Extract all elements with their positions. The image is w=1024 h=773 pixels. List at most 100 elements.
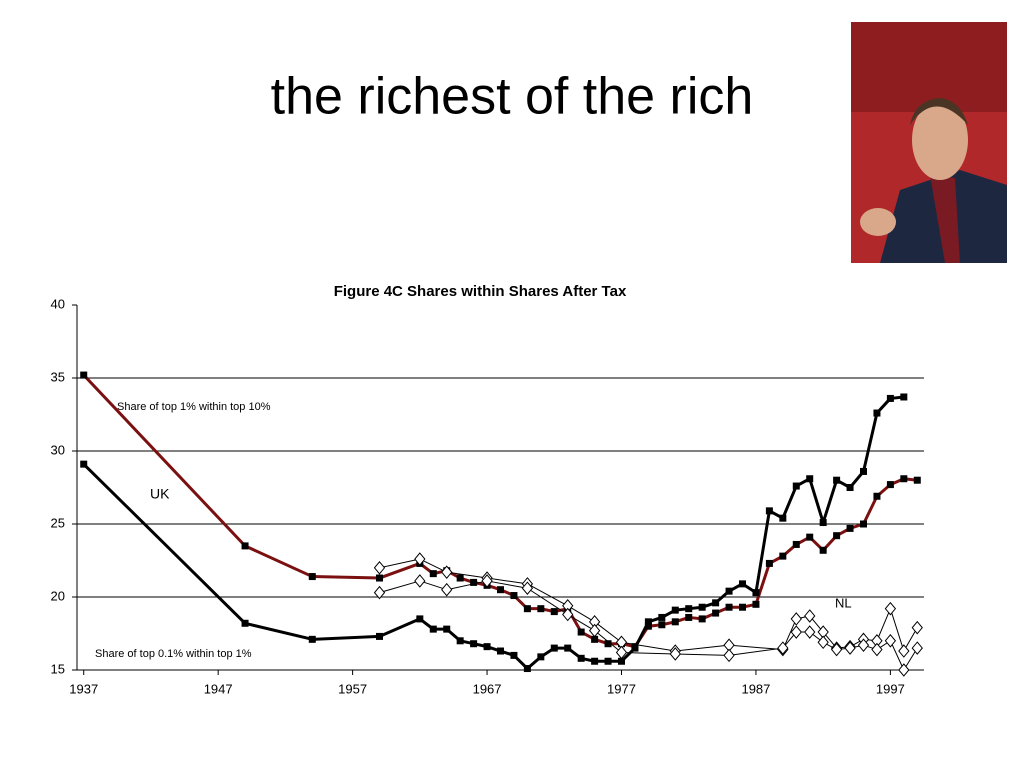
- point: [308, 635, 316, 643]
- point: [765, 559, 773, 567]
- x-tick-label: 1977: [607, 681, 636, 696]
- photo-tie: [930, 175, 960, 263]
- point: [844, 641, 856, 655]
- point: [414, 574, 426, 588]
- point: [857, 638, 870, 652]
- point: [481, 574, 493, 588]
- point: [658, 621, 666, 629]
- point: [685, 605, 693, 613]
- x-tick-label: 1997: [876, 681, 905, 696]
- point: [911, 620, 923, 635]
- y-tick-label: 30: [51, 442, 65, 457]
- point: [510, 592, 518, 600]
- photo: [851, 22, 1007, 263]
- series-line: [82, 395, 904, 671]
- point: [886, 394, 894, 402]
- point: [792, 540, 800, 548]
- point: [752, 600, 760, 608]
- point: [779, 552, 787, 560]
- plot: 15 20 25 30 35 40 1937 1947 1957 1967 1977 1987 1997…: [51, 296, 924, 696]
- point: [631, 644, 639, 652]
- series-line: [82, 374, 918, 649]
- point: [833, 532, 841, 540]
- point: [698, 615, 706, 623]
- point: [537, 653, 545, 661]
- point: [819, 519, 827, 527]
- x-tick-label: 1937: [69, 681, 98, 696]
- point: [873, 492, 881, 500]
- point: [577, 628, 585, 636]
- point: [819, 546, 827, 554]
- point: [911, 641, 923, 655]
- point: [456, 637, 464, 645]
- chart-title: Figure 4C Shares within Shares After Tax: [334, 283, 627, 300]
- point: [644, 618, 652, 626]
- point: [376, 632, 383, 640]
- point: [615, 645, 628, 660]
- annotation: Share of top 1% within top 10%: [117, 401, 271, 413]
- point: [790, 612, 802, 626]
- y-tick-label: 15: [51, 661, 65, 676]
- point: [806, 533, 814, 541]
- point: [898, 644, 910, 658]
- photo-face: [912, 100, 968, 180]
- point: [739, 580, 746, 588]
- point: [591, 635, 599, 643]
- point: [550, 608, 558, 616]
- point: [80, 371, 88, 379]
- point: [80, 460, 88, 468]
- point: [698, 603, 706, 611]
- point: [806, 475, 814, 483]
- point: [739, 603, 746, 611]
- annotation: UK: [150, 486, 170, 502]
- x-tick-label: 1967: [473, 681, 502, 696]
- point: [373, 561, 386, 575]
- point: [604, 657, 612, 665]
- point: [429, 570, 437, 578]
- point: [373, 585, 386, 600]
- point: [510, 651, 518, 659]
- point: [752, 589, 760, 597]
- point: [873, 409, 881, 417]
- point: [671, 618, 679, 626]
- point: [777, 641, 789, 655]
- x-tick-label: 1947: [204, 681, 233, 696]
- point: [414, 552, 426, 566]
- point: [884, 601, 897, 616]
- point: [497, 647, 504, 655]
- point: [456, 574, 464, 582]
- y-tick-label: 25: [51, 515, 65, 530]
- point: [577, 654, 585, 662]
- point: [900, 393, 908, 401]
- point: [441, 582, 453, 597]
- point: [804, 609, 816, 623]
- point: [671, 606, 679, 614]
- point: [860, 467, 867, 475]
- point: [685, 613, 693, 621]
- point: [591, 657, 599, 665]
- point: [846, 484, 854, 491]
- point: [618, 657, 625, 665]
- point: [470, 578, 478, 586]
- point: [723, 648, 735, 663]
- point: [792, 482, 800, 490]
- point: [658, 613, 666, 621]
- point: [833, 476, 841, 484]
- point: [443, 625, 451, 633]
- point: [712, 599, 720, 607]
- point: [725, 603, 733, 611]
- point: [523, 665, 531, 673]
- photo-hair: [910, 98, 968, 125]
- point: [779, 514, 787, 522]
- point: [725, 587, 733, 595]
- point: [483, 643, 491, 651]
- point: [898, 663, 910, 677]
- point: [550, 644, 558, 652]
- point: [830, 642, 843, 657]
- point: [817, 635, 829, 650]
- point: [804, 625, 816, 639]
- point: [416, 615, 424, 623]
- point: [441, 565, 453, 579]
- point: [669, 647, 681, 661]
